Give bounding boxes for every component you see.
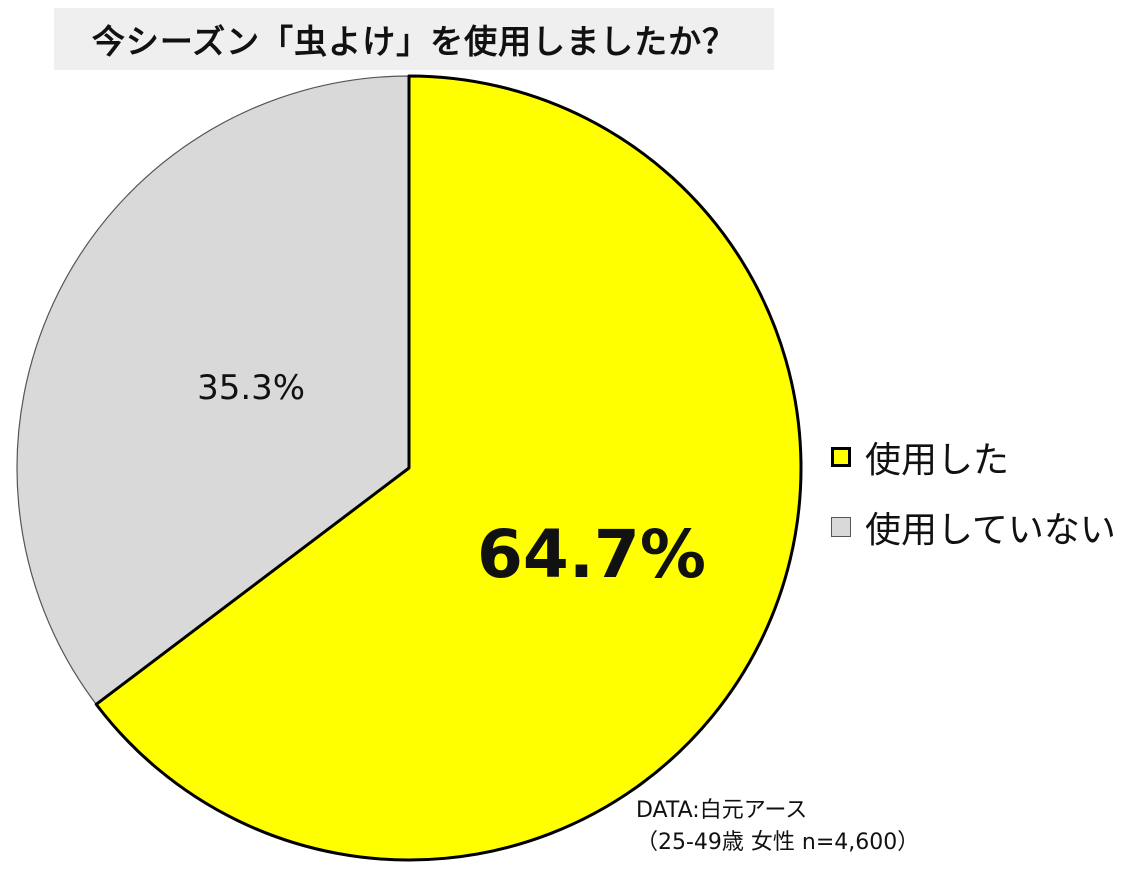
pie-label-used: 64.7% <box>477 516 706 593</box>
legend-item-used: 使用した <box>831 428 1116 486</box>
pie-slice-used <box>94 74 803 862</box>
legend-label-used: 使用した <box>865 440 1010 481</box>
pie-slice-not-used <box>16 75 410 705</box>
legend-item-not-used: 使用していない <box>831 498 1116 556</box>
data-source-line-1: DATA:白元アース <box>636 798 808 823</box>
chart-title-box: 今シーズン「虫よけ」を使用しましたか？ <box>54 8 774 70</box>
data-source-line-2: （25-49歳 女性 n=4,600） <box>636 830 920 855</box>
legend-swatch-used <box>831 447 851 467</box>
legend: 使用した 使用していない <box>831 428 1116 568</box>
pie-label-not-used: 35.3% <box>197 368 305 408</box>
chart-title: 今シーズン「虫よけ」を使用しましたか？ <box>91 22 737 61</box>
data-source: DATA:白元アース （25-49歳 女性 n=4,600） <box>636 795 919 859</box>
legend-label-not-used: 使用していない <box>865 510 1116 551</box>
legend-swatch-not-used <box>831 517 851 537</box>
